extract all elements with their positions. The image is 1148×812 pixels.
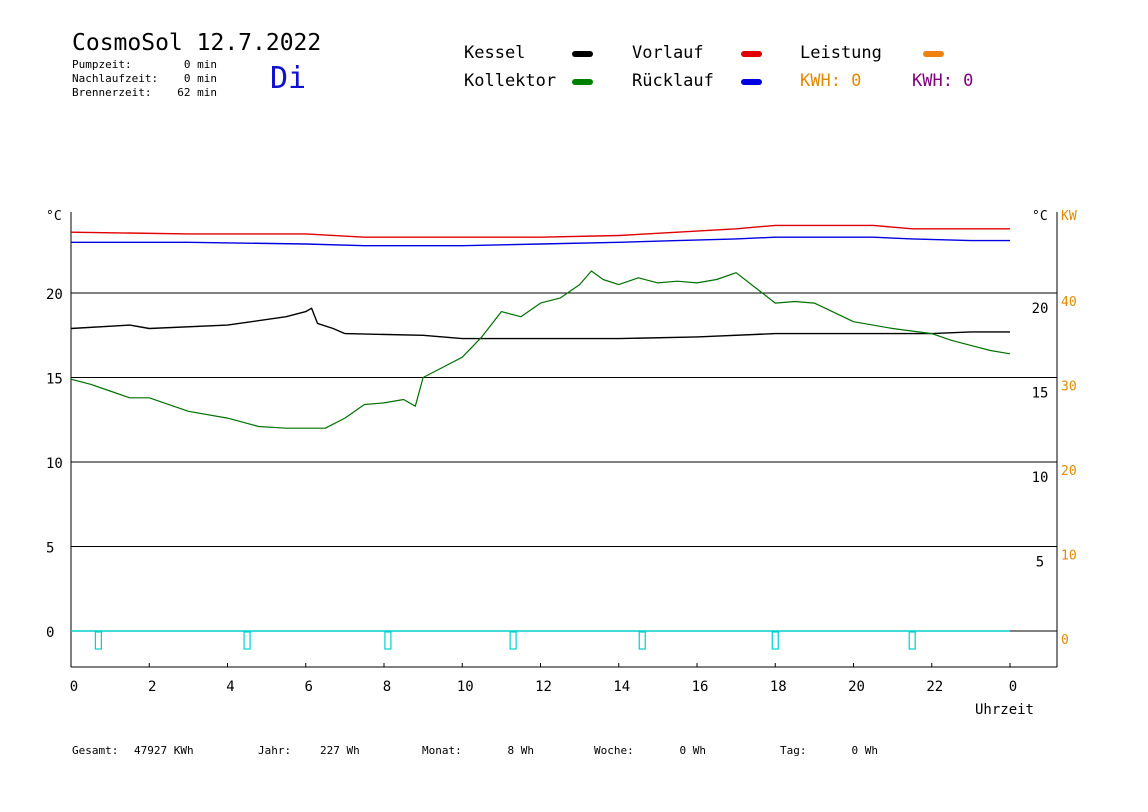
kw-tick-label: 10 bbox=[1061, 549, 1077, 564]
kw-tick-label: 0 bbox=[1061, 633, 1069, 648]
footer-tag-value: 0 Wh bbox=[852, 744, 879, 757]
x-tick-label: 4 bbox=[226, 679, 234, 695]
footer-gesamt-value: 47927 KWh bbox=[134, 744, 194, 757]
footer-monat-value: 8 Wh bbox=[508, 744, 535, 757]
series bbox=[70, 224, 1011, 650]
pump-marker-0 bbox=[94, 631, 102, 650]
pump-marker-6 bbox=[908, 631, 916, 650]
footer-woche-label: Woche: bbox=[594, 744, 634, 757]
pump-marker-4 bbox=[638, 631, 646, 650]
stat-value-nachlaufzeit: 0 min bbox=[184, 72, 217, 85]
x-axis-title: Uhrzeit bbox=[975, 702, 1034, 718]
y-tick-label-left: 10 bbox=[46, 456, 63, 472]
y-tick-label-right: 15 bbox=[1032, 386, 1049, 402]
legend-kwh-second: KWH: 0 bbox=[912, 71, 973, 91]
stat-label-nachlaufzeit: Nachlaufzeit: bbox=[72, 72, 158, 85]
x-tick-label: 18 bbox=[770, 679, 787, 695]
x-tick-label: 14 bbox=[613, 679, 630, 695]
left-axis-unit: °C bbox=[46, 209, 62, 224]
kw-tick-label: 30 bbox=[1061, 380, 1077, 395]
legend-label-leistung: Leistung bbox=[800, 43, 882, 63]
day-label: Di bbox=[270, 61, 306, 96]
gridlines bbox=[71, 292, 1057, 632]
right-axis-unit: °C bbox=[1032, 209, 1048, 224]
series-line-vorlauf bbox=[70, 224, 1010, 238]
y-tick-label-right: 10 bbox=[1032, 470, 1049, 486]
y-tick-label-left: 5 bbox=[46, 541, 54, 557]
x-tick-label: 12 bbox=[535, 679, 552, 695]
footer-gesamt-label: Gesamt: bbox=[72, 744, 118, 757]
kw-tick-label: 40 bbox=[1061, 295, 1077, 310]
series-line-ruecklauf bbox=[71, 236, 1010, 247]
stat-value-pumpzeit: 0 min bbox=[184, 58, 217, 71]
y-tick-label-left: 20 bbox=[46, 287, 63, 303]
x-tick-label: 16 bbox=[692, 679, 709, 695]
x-tick-label: 8 bbox=[383, 679, 391, 695]
x-tick-label: 10 bbox=[457, 679, 474, 695]
footer-jahr-label: Jahr: bbox=[258, 744, 291, 757]
y-tick-label-left: 15 bbox=[46, 372, 63, 388]
pump-marker-5 bbox=[771, 631, 779, 650]
series-line-kessel bbox=[70, 307, 1010, 340]
y-tick-label-left: 0 bbox=[46, 625, 54, 641]
stat-label-brennerzeit: Brennerzeit: bbox=[72, 86, 151, 99]
x-tick-label: 0 bbox=[1009, 679, 1017, 695]
legend-label-vorlauf: Vorlauf bbox=[632, 43, 704, 63]
x-tick-label: 20 bbox=[848, 679, 865, 695]
pump-marker-1 bbox=[243, 631, 251, 650]
tick-labels: 0 2 4 6 8 10 12 14 16 18 20 22 0 0 5 10 15 20 5 10 15 20 0 10 20… bbox=[46, 287, 1077, 695]
stat-value-brennerzeit: 62 min bbox=[177, 86, 217, 99]
axes bbox=[70, 212, 1058, 668]
x-tick-label: 2 bbox=[148, 679, 156, 695]
stat-label-pumpzeit: Pumpzeit: bbox=[72, 58, 132, 71]
legend-label-ruecklauf: Rücklauf bbox=[632, 71, 714, 91]
series-line-kollektor bbox=[70, 270, 1011, 429]
x-tick-label: 0 bbox=[70, 679, 78, 695]
kw-tick-label: 20 bbox=[1061, 464, 1077, 479]
footer-tag-label: Tag: bbox=[780, 744, 807, 757]
x-tick-label: 6 bbox=[305, 679, 313, 695]
x-tick-label: 22 bbox=[926, 679, 943, 695]
footer-monat-label: Monat: bbox=[422, 744, 462, 757]
chart-title: CosmoSol 12.7.2022 bbox=[72, 30, 321, 56]
kw-axis-unit: KW bbox=[1061, 209, 1077, 224]
legend-kwh-leistung: KWH: 0 bbox=[800, 71, 861, 91]
legend-label-kessel: Kessel bbox=[464, 43, 525, 63]
pump-marker-3 bbox=[509, 631, 517, 650]
footer-woche-value: 0 Wh bbox=[680, 744, 707, 757]
legend-label-kollektor: Kollektor bbox=[464, 71, 556, 91]
y-tick-label-right: 20 bbox=[1032, 301, 1049, 317]
y-tick-label-right: 5 bbox=[1036, 555, 1044, 571]
footer-jahr-value: 227 Wh bbox=[320, 744, 360, 757]
pump-marker-2 bbox=[384, 631, 392, 650]
